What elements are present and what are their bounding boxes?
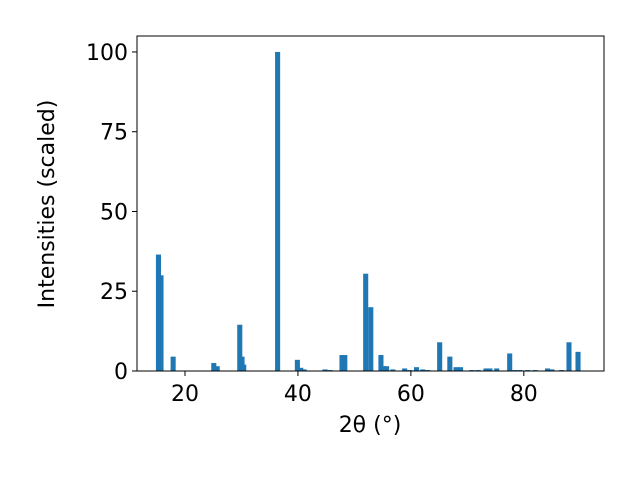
y-tick-label: 75 [100,121,128,146]
y-tick-label: 25 [100,280,128,305]
bar [437,342,443,371]
bar [447,356,453,371]
bar [214,366,220,371]
bar [378,355,384,371]
x-tick-label: 60 [397,382,425,407]
bar [483,368,489,371]
bar [494,368,500,371]
bar [294,359,300,371]
x-tick-label: 20 [171,382,199,407]
bar [458,367,464,371]
bar [390,369,396,371]
bar [413,367,420,371]
bar [368,307,374,371]
bar [241,364,247,371]
bar [237,324,243,371]
bar [549,369,555,371]
bar [211,363,217,371]
bar [239,356,245,371]
bar [420,369,426,371]
bar [170,356,176,371]
bar [301,369,307,371]
bar [275,51,281,371]
bar [363,273,369,371]
plot-frame [136,35,605,372]
y-tick-label: 0 [114,360,128,385]
y-axis-label: Intensities (scaled) [35,100,60,309]
bar [342,355,348,371]
x-tick-label: 40 [284,382,312,407]
bar [566,342,572,371]
y-tick-label: 50 [100,200,128,225]
bar [544,368,551,371]
bar [384,366,390,371]
bar [402,368,408,371]
x-axis-label: 2θ (°) [339,413,402,438]
bar [339,355,345,371]
bar [158,275,164,371]
bar [507,353,513,371]
bar [453,367,459,371]
x-tick-label: 80 [510,382,538,407]
bar [487,368,493,371]
bar [322,369,328,371]
bar [575,351,581,371]
bar [298,367,304,371]
y-tick-label: 100 [86,41,128,66]
bar [381,366,387,371]
